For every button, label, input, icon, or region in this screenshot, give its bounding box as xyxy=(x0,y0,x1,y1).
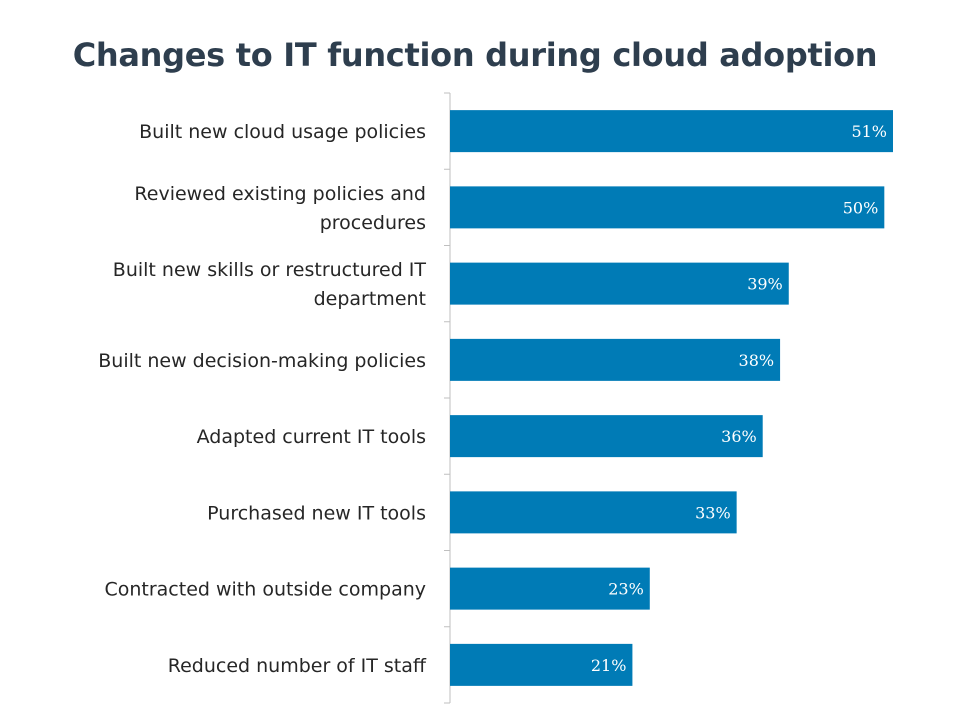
category-label: Purchased new IT tools xyxy=(207,502,426,524)
bar xyxy=(450,643,633,686)
category-label-line: Purchased new IT tools xyxy=(207,502,426,524)
category-label-line: procedures xyxy=(320,212,426,234)
value-label: 36% xyxy=(721,427,757,446)
category-label: Adapted current IT tools xyxy=(197,426,426,448)
chart-title: Changes to IT function during cloud adop… xyxy=(72,36,878,74)
value-label: 21% xyxy=(591,656,627,675)
bar xyxy=(450,186,885,229)
category-label: Contracted with outside company xyxy=(104,579,426,601)
bars xyxy=(450,110,893,686)
category-label: Reduced number of IT staff xyxy=(168,655,427,677)
value-labels: 51% 50% 39% 38% 36% 33% 23% 21% xyxy=(591,122,887,675)
category-label-line: department xyxy=(314,288,426,310)
category-label-line: Adapted current IT tools xyxy=(197,426,426,448)
category-label-line: Built new decision-making policies xyxy=(98,350,426,372)
category-label: Built new skills or restructured IT depar… xyxy=(113,259,427,310)
bar xyxy=(450,338,781,381)
value-label: 33% xyxy=(695,503,731,522)
bar xyxy=(450,262,789,305)
category-axis xyxy=(444,92,451,704)
value-label: 50% xyxy=(843,198,879,217)
category-label: Reviewed existing policies and procedures xyxy=(134,183,426,234)
category-label-line: Contracted with outside company xyxy=(104,579,426,601)
bar xyxy=(450,415,763,458)
category-label: Built new decision-making policies xyxy=(98,350,426,372)
bar xyxy=(450,491,737,534)
category-label: Built new cloud usage policies xyxy=(139,121,426,143)
category-label-line: Reviewed existing policies and xyxy=(134,183,426,205)
category-labels: Built new cloud usage policies Reviewed e… xyxy=(98,121,427,677)
value-label: 23% xyxy=(608,580,644,599)
value-label: 38% xyxy=(739,351,775,370)
category-label-line: Built new skills or restructured IT xyxy=(113,259,427,281)
bar xyxy=(450,567,650,610)
category-label-line: Built new cloud usage policies xyxy=(139,121,426,143)
bar xyxy=(450,110,893,153)
value-label: 39% xyxy=(747,275,783,294)
category-label-line: Reduced number of IT staff xyxy=(168,655,427,677)
value-label: 51% xyxy=(851,122,887,141)
